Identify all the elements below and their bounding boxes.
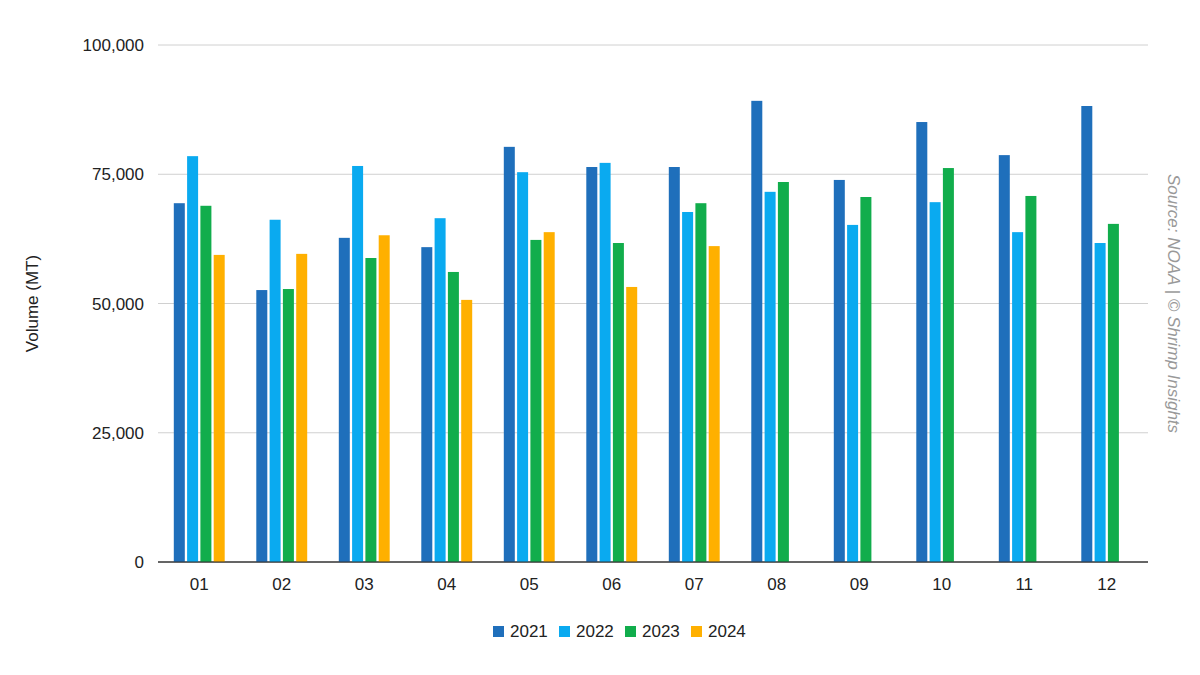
- bar: [517, 172, 528, 562]
- legend-label: 2022: [576, 622, 614, 641]
- bar: [421, 247, 432, 562]
- grid-line: [158, 562, 1148, 563]
- legend-swatch: [691, 626, 702, 637]
- bar: [187, 156, 198, 562]
- legend: 2021 2022 2023 2024: [493, 622, 746, 641]
- x-tick-label: 07: [685, 575, 704, 594]
- x-tick-label: 02: [272, 575, 291, 594]
- legend-swatch: [493, 626, 504, 637]
- bar: [270, 220, 281, 562]
- bar: [174, 203, 185, 562]
- legend-swatch: [625, 626, 636, 637]
- bar: [256, 290, 267, 562]
- bar: [283, 289, 294, 562]
- x-tick-label: 09: [850, 575, 869, 594]
- bar: [751, 101, 762, 562]
- chart-container: 0 25,000 50,000 75,000 100,000 Volume (MT) Sou…: [0, 0, 1200, 675]
- y-tick-label: 25,000: [92, 424, 144, 443]
- bar: [435, 218, 446, 562]
- legend-swatch: [559, 626, 570, 637]
- x-tick-label: 06: [602, 575, 621, 594]
- bar: [461, 300, 472, 562]
- grid-line: [158, 45, 1148, 46]
- bar: [626, 287, 637, 562]
- legend-label: 2024: [708, 622, 746, 641]
- x-tick-label: 10: [932, 575, 951, 594]
- bar: [214, 255, 225, 562]
- bar: [999, 155, 1010, 562]
- bar: [530, 240, 541, 562]
- bar: [379, 235, 390, 562]
- y-tick-label: 100,000: [83, 36, 144, 55]
- bar: [916, 122, 927, 562]
- y-tick-label: 75,000: [92, 165, 144, 184]
- x-tick-label: 04: [437, 575, 456, 594]
- bar: [1081, 106, 1092, 562]
- x-tick-label: 11: [1015, 575, 1033, 594]
- y-axis-label: Volume (MT): [23, 255, 42, 352]
- bar: [847, 225, 858, 562]
- bar: [682, 212, 693, 562]
- bar: [352, 166, 363, 562]
- bar: [930, 202, 941, 562]
- x-axis-line: [158, 562, 1148, 563]
- x-tick-label: 05: [520, 575, 539, 594]
- bar: [1025, 196, 1036, 562]
- bar: [613, 243, 624, 562]
- y-tick-label: 50,000: [92, 295, 144, 314]
- bar: [765, 192, 776, 562]
- x-tick-label: 03: [355, 575, 374, 594]
- bar: [695, 203, 706, 562]
- bar: [586, 167, 597, 562]
- bar: [1108, 224, 1119, 562]
- bars: [174, 101, 1119, 562]
- bar: [709, 246, 720, 562]
- y-tick-label: 0: [135, 553, 144, 572]
- bar: [365, 258, 376, 562]
- bar: [200, 206, 211, 562]
- legend-label: 2021: [510, 622, 548, 641]
- chart-svg: 0 25,000 50,000 75,000 100,000 Volume (MT) Sou…: [0, 0, 1200, 675]
- bar: [943, 168, 954, 562]
- bar: [669, 167, 680, 562]
- x-tick-label: 12: [1097, 575, 1116, 594]
- legend-label: 2023: [642, 622, 680, 641]
- x-tick-label: 01: [190, 575, 209, 594]
- bar: [448, 272, 459, 562]
- x-tick-label: 08: [767, 575, 786, 594]
- bar: [339, 238, 350, 562]
- bar: [296, 254, 307, 562]
- source-note: Source: NOAA | © Shrimp Insights: [1164, 174, 1183, 434]
- bar: [1012, 232, 1023, 562]
- bar: [860, 197, 871, 562]
- grid: [158, 45, 1148, 562]
- bar: [1095, 243, 1106, 562]
- bar: [600, 163, 611, 562]
- bar: [544, 232, 555, 562]
- bar: [778, 182, 789, 562]
- bar: [504, 147, 515, 562]
- bar: [834, 180, 845, 562]
